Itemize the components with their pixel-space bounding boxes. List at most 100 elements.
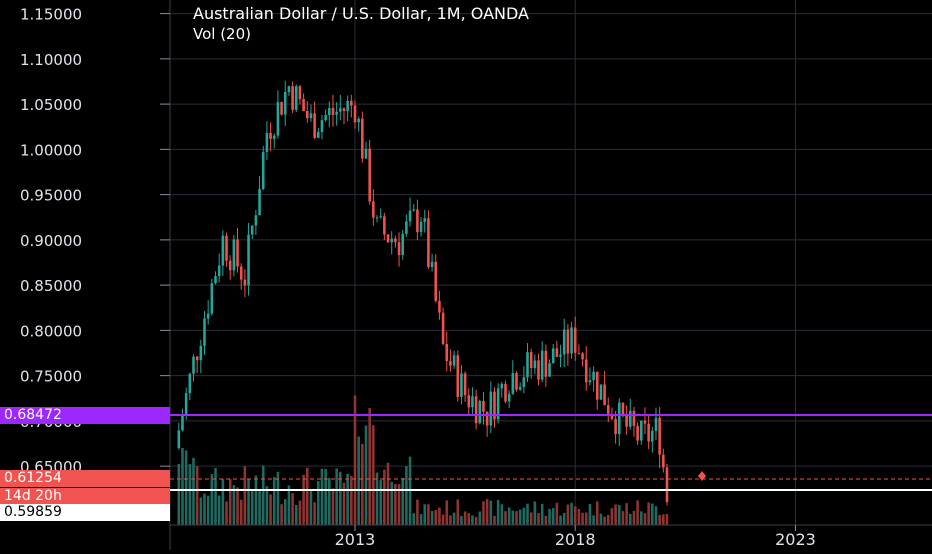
candle-body	[555, 348, 559, 357]
price-tick-label: 0.75000	[20, 368, 82, 386]
volume-bar	[606, 514, 610, 525]
volume-bar	[504, 511, 507, 525]
candle-body	[441, 312, 445, 345]
candle-body	[236, 239, 239, 267]
chart-legend[interactable]: Australian Dollar / U.S. Dollar, 1M, OAN…	[193, 4, 529, 44]
candle-body	[280, 102, 283, 115]
candle-body	[346, 100, 349, 112]
candle-body	[581, 353, 584, 360]
candle-body	[305, 111, 309, 119]
volume-bar	[548, 508, 551, 525]
volume-bar	[386, 462, 390, 525]
volume-bar	[577, 508, 581, 525]
volume-bar	[515, 511, 518, 525]
volume-bar	[434, 509, 438, 525]
volume-bar	[628, 513, 632, 525]
candle-body	[617, 402, 621, 435]
candle-body	[328, 108, 331, 116]
candle-body	[485, 411, 489, 426]
volume-bar	[305, 467, 309, 525]
candle-body	[592, 371, 595, 381]
volume-bar	[405, 466, 408, 525]
volume-bar	[203, 493, 206, 525]
candle-body	[353, 105, 357, 123]
volume-bar	[489, 500, 493, 525]
candle-body	[606, 405, 610, 414]
candle-body	[265, 133, 269, 152]
volume-bar	[419, 514, 423, 525]
volume-bar	[416, 499, 419, 525]
alert-price-label[interactable]: 0.68472	[0, 407, 170, 424]
candle-body	[375, 217, 379, 219]
volume-bar	[335, 468, 338, 525]
candle-body	[184, 393, 188, 416]
price-tick-label: 0.80000	[20, 322, 82, 340]
volume-bar	[438, 507, 441, 525]
volume-bar	[533, 501, 537, 525]
grid-lines	[170, 0, 932, 525]
volume-bar	[280, 504, 283, 525]
candle-body	[643, 420, 647, 424]
volume-indicator-label[interactable]: Vol (20)	[193, 25, 252, 43]
candle-body	[573, 327, 577, 353]
symbol-title[interactable]: Australian Dollar / U.S. Dollar, 1M, OAN…	[193, 4, 529, 23]
volume-bar	[614, 504, 617, 525]
volume-bar	[181, 448, 184, 525]
volume-bar	[452, 512, 456, 525]
volume-bar	[328, 477, 331, 525]
candle-body	[228, 260, 232, 271]
volume-bar	[529, 512, 533, 525]
candle-body	[225, 235, 228, 261]
volume-bar	[570, 502, 573, 525]
candle-body	[302, 99, 305, 112]
time-tick-label: 2023	[775, 530, 816, 549]
volume-bar	[636, 500, 639, 525]
candle-body	[474, 396, 478, 424]
price-tick-label: 1.15000	[20, 6, 82, 24]
candle-body	[331, 108, 335, 115]
candle-body	[317, 131, 320, 138]
volume-bar	[239, 499, 243, 525]
volume-bar	[361, 443, 364, 525]
candle-body	[434, 261, 438, 301]
candle-body	[452, 355, 456, 366]
candle-body	[445, 344, 449, 362]
volume-bar	[254, 475, 258, 525]
candle-body	[603, 384, 606, 406]
volume-bar	[375, 472, 379, 525]
volume-bar	[184, 450, 188, 525]
volume-bar	[269, 494, 272, 525]
candle-body	[544, 350, 548, 377]
candle-body	[192, 356, 195, 374]
volume-bar	[317, 480, 320, 525]
volume-bar	[291, 493, 294, 525]
volume-bar	[342, 482, 346, 525]
volume-bar	[456, 499, 460, 525]
volume-bar	[478, 511, 482, 525]
candle-body	[427, 218, 430, 268]
volume-bar	[298, 500, 302, 525]
candle-body	[412, 209, 416, 211]
volume-bar	[617, 505, 621, 525]
volume-bar	[206, 495, 210, 525]
candle-body	[625, 415, 628, 427]
candle-body	[438, 300, 441, 313]
time-axis[interactable]: 2013 2018 2023	[335, 525, 816, 549]
candle-body	[621, 402, 625, 416]
volume-bar	[243, 466, 247, 525]
candle-body	[361, 118, 364, 159]
volume-bar	[412, 513, 416, 525]
volume-bar	[507, 507, 511, 525]
volume-bar	[236, 487, 239, 525]
white-level-label[interactable]: 0.59859	[0, 504, 170, 521]
volume-bar	[526, 503, 529, 525]
candle-body	[342, 108, 346, 112]
candle-body	[214, 276, 217, 284]
candle-body	[261, 151, 265, 190]
candle-body	[401, 233, 404, 256]
candle-body	[463, 373, 467, 396]
candle-body	[504, 383, 507, 402]
candle-body	[518, 386, 522, 390]
